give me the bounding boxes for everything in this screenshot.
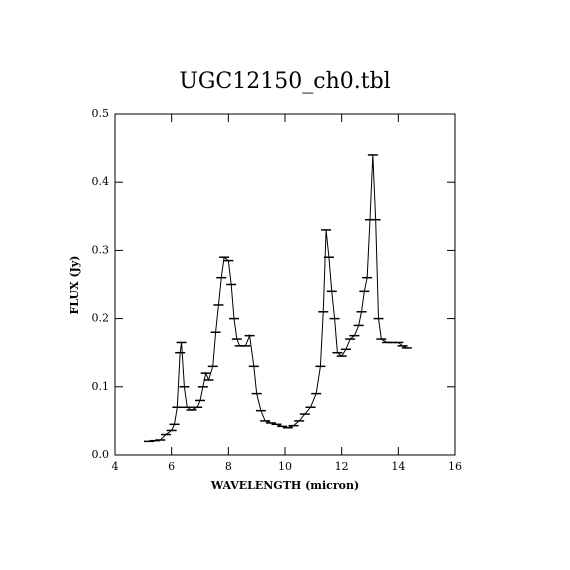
x-tick-label: 16	[448, 460, 462, 473]
y-tick-label: 0.2	[92, 312, 110, 325]
x-tick-label: 8	[225, 460, 232, 473]
y-tick-label: 0.1	[92, 380, 110, 393]
y-tick-label: 0.3	[92, 243, 110, 256]
y-tick-label: 0.4	[92, 175, 110, 188]
x-tick-label: 10	[278, 460, 292, 473]
y-tick-label: 0.5	[92, 107, 110, 120]
x-tick-label: 12	[335, 460, 349, 473]
x-tick-label: 4	[112, 460, 119, 473]
y-axis-label: FLUX (Jy)	[68, 256, 81, 315]
x-tick-label: 14	[391, 460, 405, 473]
y-tick-label: 0.0	[92, 448, 110, 461]
x-axis-label: WAVELENGTH (micron)	[210, 479, 359, 492]
chart-title: UGC12150_ch0.tbl	[179, 69, 390, 94]
x-tick-label: 6	[168, 460, 175, 473]
